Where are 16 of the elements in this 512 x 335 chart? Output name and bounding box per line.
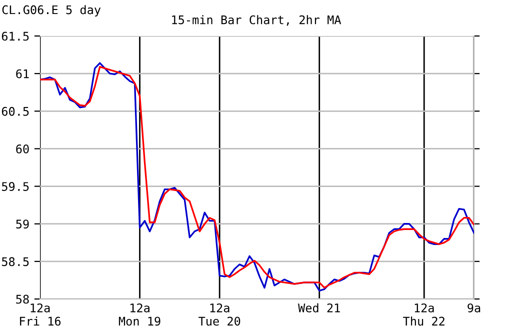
x-tick-label: 12a Mon 19 [118, 303, 160, 326]
chart-subtitle: 15-min Bar Chart, 2hr MA [172, 15, 342, 26]
y-tick-label: 58 [16, 294, 29, 304]
x-tick-label: Wed 21 [298, 303, 340, 312]
y-tick-label: 61.5 [2, 32, 29, 41]
y-tick-label: 59 [16, 220, 29, 229]
y-tick-label: 60.5 [2, 106, 29, 116]
y-tick-label: 61 [16, 69, 29, 78]
chart-title: CL.G06.E 5 day [2, 5, 101, 17]
x-tick-label: 12a Tue 20 [198, 303, 240, 326]
y-tick-label: 60 [16, 144, 29, 154]
y-tick-label: 58.5 [2, 257, 29, 266]
x-tick-label: 12a Thu 22 [403, 303, 444, 326]
y-tick-label: 59.5 [2, 182, 29, 191]
x-tick-label: 12a Fri 16 [20, 303, 61, 326]
x-tick-label: 9a [468, 303, 480, 312]
